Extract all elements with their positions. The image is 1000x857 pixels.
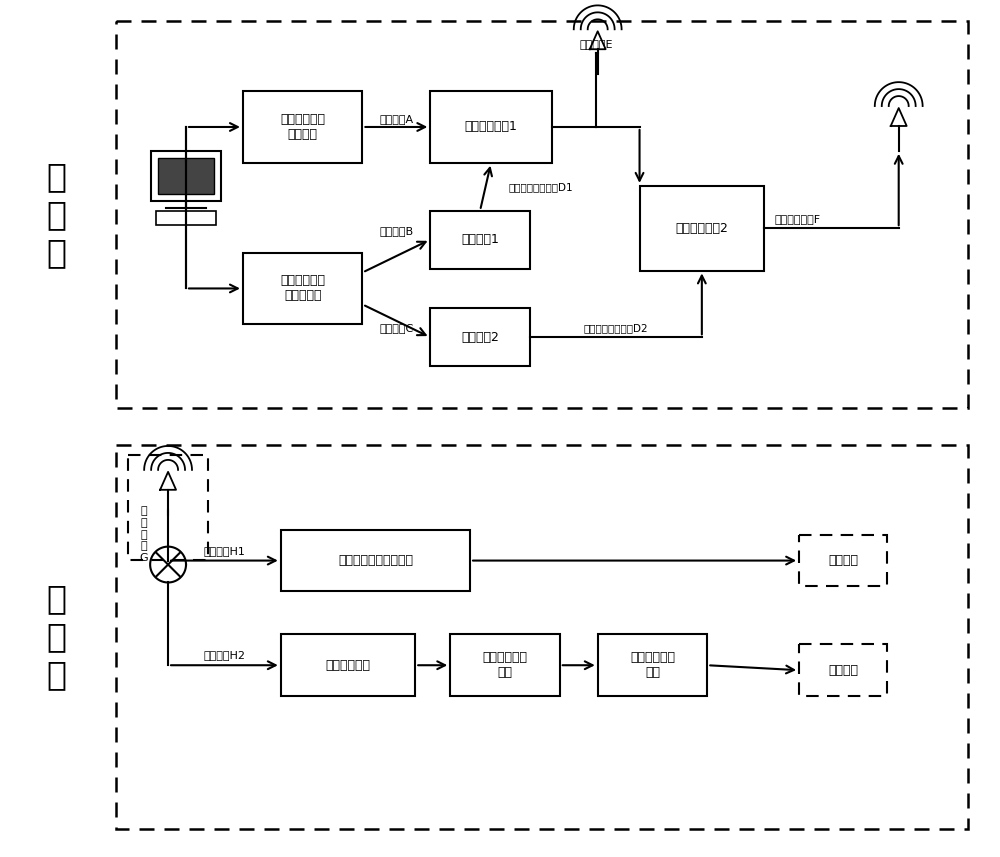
Text: 干扰信号C: 干扰信号C xyxy=(379,323,413,333)
Bar xyxy=(158,158,214,194)
Bar xyxy=(116,445,968,829)
Bar xyxy=(799,644,887,696)
Text: 隐蔽信息: 隐蔽信息 xyxy=(828,663,858,677)
Bar xyxy=(430,91,552,163)
Bar xyxy=(598,634,707,696)
Text: 恒定包络信号
发射模块: 恒定包络信号 发射模块 xyxy=(280,113,325,141)
Text: 阻抗切换模块2: 阻抗切换模块2 xyxy=(675,222,728,235)
Bar xyxy=(640,186,764,271)
Bar xyxy=(430,309,530,366)
Bar xyxy=(281,634,415,696)
Text: 控制模块2: 控制模块2 xyxy=(461,331,499,344)
Bar xyxy=(151,151,221,201)
Text: 发
射
端: 发 射 端 xyxy=(46,160,66,269)
Bar xyxy=(799,535,887,586)
Text: 接
收
端: 接 收 端 xyxy=(46,582,66,692)
Text: 阻抗切换控制信息D1: 阻抗切换控制信息D1 xyxy=(509,182,574,192)
Text: 控制模块1: 控制模块1 xyxy=(461,233,499,246)
Text: 阻抗切换控制信息D2: 阻抗切换控制信息D2 xyxy=(584,323,648,333)
Bar xyxy=(156,211,216,225)
Bar xyxy=(450,634,560,696)
Text: 隐蔽信息B: 隐蔽信息B xyxy=(379,225,413,236)
Text: 发送信号E: 发送信号E xyxy=(580,39,613,49)
Bar xyxy=(116,21,968,408)
Text: 接
收
信
号
G: 接 收 信 号 G xyxy=(140,506,148,563)
Text: 隐蔽信息解调
模块: 隐蔽信息解调 模块 xyxy=(630,651,675,680)
Text: 隐蔽信息提取
模块: 隐蔽信息提取 模块 xyxy=(482,651,527,680)
Bar xyxy=(128,455,208,560)
Bar xyxy=(243,253,362,324)
Text: 原始信号A: 原始信号A xyxy=(379,114,413,124)
Text: 包络检波模块: 包络检波模块 xyxy=(325,659,370,672)
Text: 隐蔽信息获取
及调制模块: 隐蔽信息获取 及调制模块 xyxy=(280,274,325,303)
Text: 分路信号H1: 分路信号H1 xyxy=(203,546,245,555)
Bar xyxy=(243,91,362,163)
Text: 恒定包络信号解调模块: 恒定包络信号解调模块 xyxy=(338,554,413,567)
Text: 分路信号H2: 分路信号H2 xyxy=(203,650,245,660)
Text: 发送干扰信号F: 发送干扰信号F xyxy=(774,214,820,225)
Bar xyxy=(430,211,530,268)
Bar xyxy=(281,530,470,591)
Text: 阻抗切换模块1: 阻抗切换模块1 xyxy=(465,121,517,134)
Text: 原始信息: 原始信息 xyxy=(828,554,858,567)
